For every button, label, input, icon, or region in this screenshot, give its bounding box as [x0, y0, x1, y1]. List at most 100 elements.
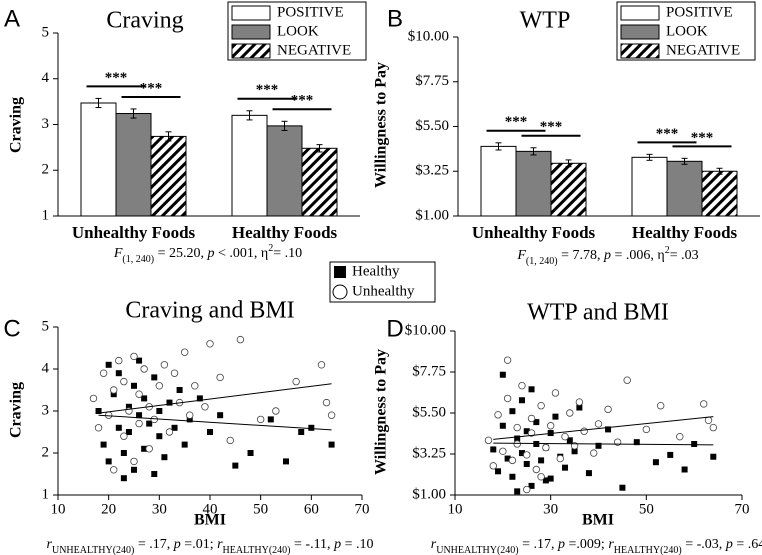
panel-letter: D — [386, 315, 403, 342]
stats-part: = .17, — [519, 537, 558, 552]
point — [533, 440, 540, 447]
stats-part: 2 — [665, 245, 670, 256]
stats-text: F(1, 240) = 25.20, p < .001, η2= .10 — [113, 243, 302, 265]
point — [552, 413, 559, 420]
legend-swatch — [231, 24, 271, 40]
point — [532, 465, 541, 474]
error-bar — [95, 97, 102, 109]
bar — [80, 102, 117, 217]
point — [131, 466, 137, 473]
x-tick-label: 70 — [355, 501, 370, 517]
point — [556, 454, 564, 463]
legend-label: Healthy — [352, 263, 400, 279]
point — [136, 412, 143, 419]
significance-label: *** — [691, 130, 714, 146]
point — [528, 482, 535, 489]
point — [514, 488, 521, 495]
legend-label: LOOK — [277, 23, 319, 39]
y-tick-label: $1.00 — [412, 486, 446, 502]
point — [527, 429, 536, 437]
point — [580, 427, 588, 435]
y-axis-label: Craving — [8, 97, 25, 153]
point — [503, 394, 512, 403]
point — [523, 451, 531, 459]
point — [523, 461, 530, 468]
point — [171, 424, 178, 431]
y-tick-label: 5 — [42, 24, 50, 40]
x-tick-label: 50 — [253, 501, 268, 517]
error-bar — [316, 144, 323, 153]
point — [94, 424, 103, 432]
point — [120, 432, 128, 440]
bar — [231, 114, 268, 217]
point — [595, 442, 602, 449]
stats-part: HEALTHY(240) — [223, 545, 291, 555]
point — [105, 458, 112, 465]
stats-part: p — [333, 537, 341, 552]
stats-text: F(1, 240) = 7.78, p = .006, η2= .03 — [516, 245, 698, 267]
point — [267, 416, 274, 423]
stats-part: =.009; — [565, 537, 608, 552]
point — [161, 454, 168, 461]
significance-label: *** — [656, 126, 679, 142]
stats-part: =.01; — [181, 537, 217, 552]
point — [542, 443, 550, 452]
point — [298, 429, 305, 435]
stats-part: (1, 240) — [526, 256, 558, 267]
x-tick-label: 50 — [639, 501, 654, 517]
point — [710, 453, 717, 460]
point — [130, 352, 138, 361]
legend-marker — [332, 284, 348, 300]
significance-label: *** — [140, 80, 163, 96]
point — [99, 369, 108, 377]
y-axis-label: Willingness to Pay — [373, 62, 390, 188]
stats-part: r — [47, 537, 53, 552]
point — [489, 462, 497, 470]
stats-part: F — [113, 246, 123, 261]
point — [232, 462, 239, 469]
point — [652, 459, 659, 466]
stats-part: < .001, η — [215, 246, 269, 261]
point — [503, 356, 512, 364]
error-bar — [530, 147, 537, 156]
bar — [550, 162, 587, 217]
y-tick-label: $3.25 — [415, 163, 449, 179]
point — [130, 457, 138, 466]
point — [141, 395, 148, 402]
point — [518, 450, 525, 457]
point — [135, 390, 143, 398]
point — [180, 348, 189, 356]
category-label: Unhealthy Foods — [72, 223, 196, 242]
point — [141, 445, 148, 452]
point — [676, 432, 684, 441]
point — [191, 382, 199, 390]
point — [605, 426, 612, 433]
point — [120, 377, 128, 386]
point — [110, 386, 118, 394]
point — [176, 387, 183, 393]
trend-line — [98, 414, 332, 431]
legend-marker — [334, 266, 346, 278]
point — [513, 423, 521, 432]
y-tick-label: 3 — [42, 402, 50, 418]
point — [115, 424, 122, 431]
point — [207, 429, 213, 435]
point — [292, 377, 300, 386]
point — [585, 470, 592, 477]
point — [327, 411, 336, 419]
point — [499, 371, 506, 378]
point — [181, 441, 188, 448]
x-tick-label: 30 — [543, 501, 558, 517]
error-bar — [565, 159, 572, 168]
point — [151, 471, 158, 477]
point — [709, 423, 717, 432]
point — [110, 391, 117, 398]
legend-box — [329, 261, 436, 303]
stats-part: HEALTHY(240) — [614, 545, 682, 555]
point — [623, 376, 631, 384]
legend-label: NEGATIVE — [277, 42, 351, 58]
panel-letter: A — [4, 5, 20, 32]
error-bar — [281, 120, 288, 131]
category-label: Unhealthy Foods — [472, 223, 596, 242]
